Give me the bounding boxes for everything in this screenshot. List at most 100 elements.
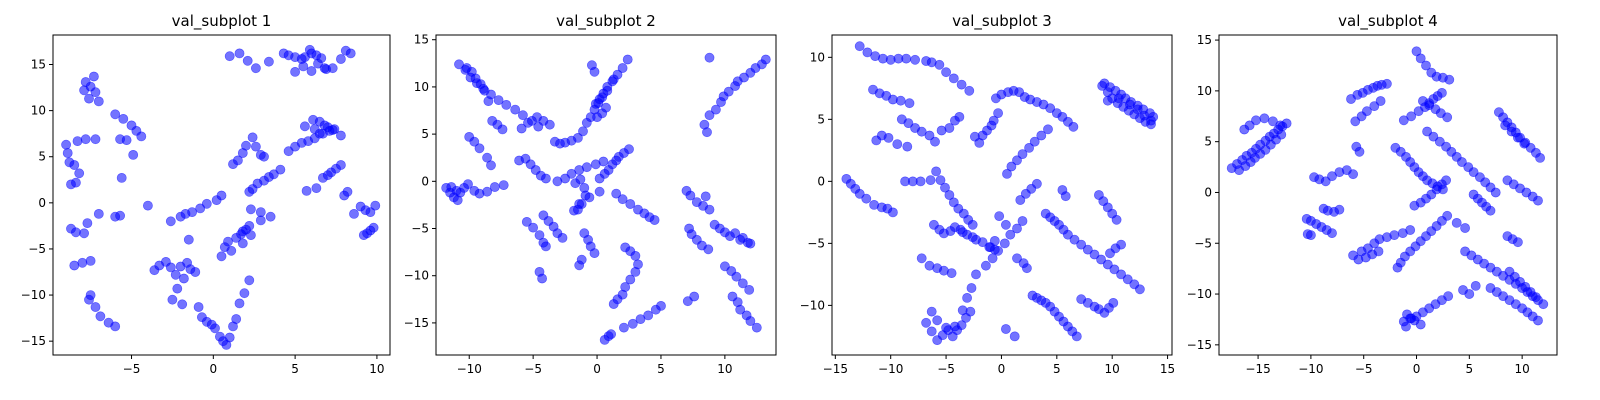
data-point (62, 148, 73, 158)
data-point (575, 174, 586, 185)
data-point (61, 139, 71, 150)
data-point (903, 118, 914, 128)
data-point (987, 253, 998, 264)
data-point (964, 85, 975, 96)
data-point (242, 55, 253, 66)
y-tick-label: −5 (411, 222, 429, 236)
data-point (587, 60, 597, 71)
data-point (149, 265, 160, 276)
subplot-title: val_subplot 4 (1338, 12, 1438, 31)
data-point (84, 93, 94, 104)
data-point (1009, 331, 1020, 342)
data-point (255, 215, 266, 226)
data-point (1513, 132, 1523, 143)
subplot-1: val_subplot 1 −5 0 5 10 −15 −10 −5 0 5 10 15 (21, 12, 391, 376)
data-point (245, 230, 256, 240)
data-point (368, 222, 379, 233)
x-tick-label: −5 (1355, 362, 1373, 376)
data-point (216, 190, 227, 201)
data-point (237, 226, 248, 237)
y-tick-label: 15 (1197, 33, 1212, 47)
data-point (1415, 319, 1426, 330)
data-point (916, 253, 927, 264)
data-point (1460, 223, 1470, 233)
scatter-series (61, 44, 381, 350)
data-point (1470, 280, 1481, 291)
data-point (930, 136, 940, 147)
data-point (1519, 138, 1530, 149)
data-point (247, 132, 258, 143)
data-point (1513, 237, 1523, 248)
data-point (231, 314, 242, 324)
data-point (483, 96, 494, 106)
data-point (1102, 259, 1113, 270)
data-point (528, 222, 538, 233)
data-point (250, 141, 261, 152)
y-tick-label: 10 (810, 50, 825, 64)
data-point (1442, 112, 1453, 123)
x-tick-label: 0 (998, 362, 1006, 376)
data-point (1500, 120, 1511, 131)
data-point (301, 185, 312, 196)
data-point (93, 208, 104, 219)
data-point (594, 186, 605, 197)
data-point (1096, 254, 1106, 265)
y-tick-label: −5 (1194, 236, 1212, 250)
data-point (1022, 263, 1032, 274)
data-point (1125, 99, 1135, 110)
data-point (177, 299, 188, 310)
data-point (89, 71, 99, 82)
y-tick-label: 15 (414, 33, 429, 47)
data-point (1259, 113, 1270, 124)
data-point (95, 311, 106, 322)
data-point (625, 199, 636, 209)
data-point (1375, 96, 1386, 106)
data-point (497, 124, 508, 135)
data-point (944, 190, 955, 200)
x-tick-label: 5 (291, 362, 299, 376)
x-tick-label: 5 (657, 362, 665, 376)
data-point (66, 179, 76, 190)
data-point (479, 85, 490, 96)
data-point (904, 98, 915, 109)
data-point (329, 124, 340, 135)
data-point (84, 294, 94, 305)
data-point (463, 179, 473, 189)
y-tick-label: −15 (1187, 338, 1212, 352)
data-point (72, 136, 83, 146)
data-point (643, 310, 654, 321)
data-point (601, 102, 611, 113)
data-point (926, 306, 937, 317)
data-point (1111, 214, 1122, 225)
data-point (1334, 204, 1345, 215)
data-point (1139, 110, 1150, 121)
data-point (1082, 244, 1093, 255)
y-tick-label: 10 (31, 104, 46, 118)
y-tick-label: −15 (21, 334, 46, 348)
data-point (1533, 315, 1543, 326)
data-point (349, 208, 359, 219)
data-point (165, 262, 176, 273)
data-point (116, 172, 127, 183)
y-tick-label: −15 (404, 316, 429, 330)
data-point (901, 53, 912, 64)
x-tick-label: 15 (1160, 362, 1175, 376)
data-point (110, 321, 121, 332)
data-point (1441, 175, 1451, 186)
data-point (622, 54, 633, 65)
data-point (854, 188, 865, 199)
data-point (915, 176, 926, 187)
data-point (1538, 299, 1549, 310)
data-point (237, 238, 248, 249)
data-point (944, 123, 955, 133)
data-point (316, 53, 327, 63)
data-point (501, 100, 512, 110)
data-point (934, 59, 945, 70)
y-tick-label: −10 (1187, 287, 1212, 301)
x-tick-label: −10 (1298, 362, 1323, 376)
data-point (910, 54, 920, 65)
data-point (966, 283, 977, 293)
data-point (608, 74, 619, 85)
data-point (469, 136, 480, 147)
x-tick-label: −10 (457, 362, 482, 376)
